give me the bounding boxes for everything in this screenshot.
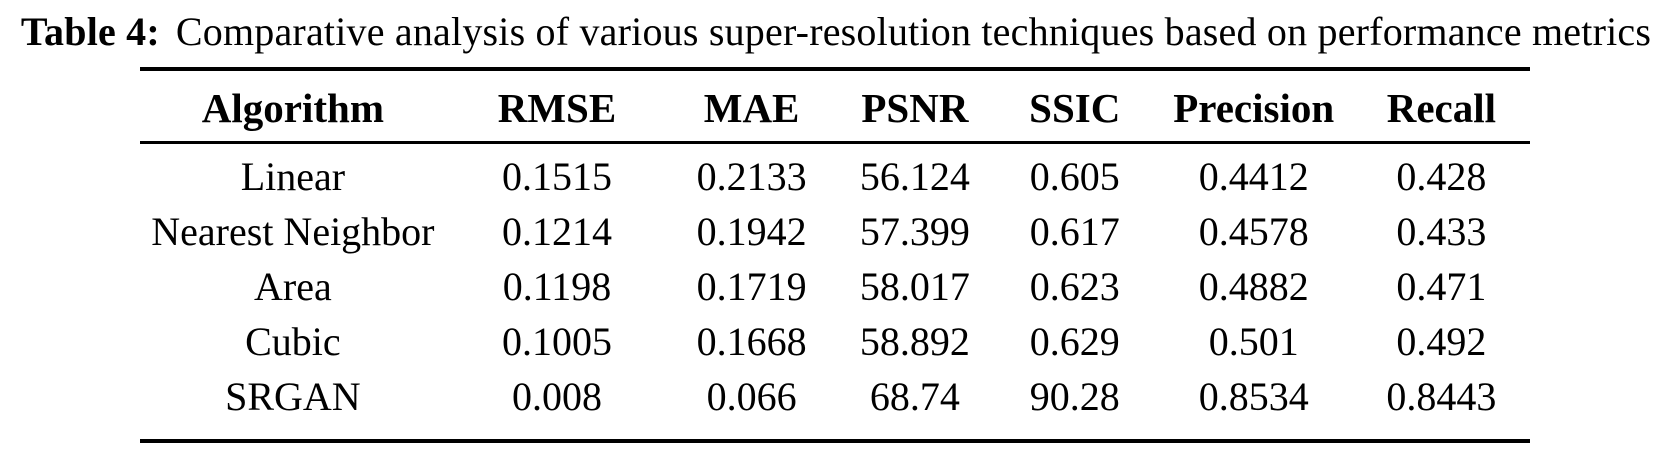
- cell-recall: 0.471: [1396, 264, 1487, 309]
- table-row-area: Area 0.1198 0.1719 58.017 0.623 0.4882 0…: [140, 259, 1530, 314]
- cell-ssic: 0.623: [1029, 264, 1120, 309]
- cell-mae: 0.1668: [696, 319, 807, 364]
- table-row-cubic: Cubic 0.1005 0.1668 58.892 0.629 0.501 0…: [140, 314, 1530, 369]
- column-header-rmse: RMSE: [445, 69, 669, 144]
- cell-mae: 0.1942: [696, 209, 807, 254]
- cell-algorithm: Area: [254, 264, 332, 309]
- table-row-srgan: SRGAN 0.008 0.066 68.74 90.28 0.8534 0.8…: [140, 369, 1530, 441]
- cell-rmse: 0.008: [511, 374, 602, 419]
- cell-recall: 0.8443: [1386, 374, 1497, 419]
- cell-psnr: 56.124: [859, 154, 970, 199]
- cell-recall: 0.428: [1396, 154, 1487, 199]
- cell-mae: 0.2133: [696, 154, 807, 199]
- cell-psnr: 68.74: [869, 374, 960, 419]
- column-header-mae: MAE: [668, 69, 835, 144]
- cell-algorithm: Linear: [240, 154, 346, 199]
- table-header-row: Algorithm RMSE MAE PSNR SSIC Precision R…: [140, 69, 1530, 144]
- cell-psnr: 58.892: [859, 319, 970, 364]
- column-header-ssic: SSIC: [994, 69, 1155, 144]
- cell-precision: 0.4412: [1198, 154, 1309, 199]
- cell-ssic: 0.605: [1029, 154, 1120, 199]
- cell-precision: 0.4882: [1198, 264, 1309, 309]
- cell-precision: 0.4578: [1198, 209, 1309, 254]
- table-row-linear: Linear 0.1515 0.2133 56.124 0.605 0.4412…: [140, 143, 1530, 205]
- cell-precision: 0.501: [1208, 319, 1299, 364]
- cell-mae: 0.1719: [696, 264, 807, 309]
- cell-psnr: 58.017: [859, 264, 970, 309]
- column-header-psnr: PSNR: [834, 69, 995, 144]
- cell-psnr: 57.399: [859, 209, 970, 254]
- column-header-precision: Precision: [1154, 69, 1353, 144]
- cell-recall: 0.492: [1396, 319, 1487, 364]
- cell-algorithm: Nearest Neighbor: [151, 209, 435, 254]
- cell-ssic: 90.28: [1029, 374, 1120, 419]
- cell-algorithm: Cubic: [245, 319, 341, 364]
- cell-rmse: 0.1214: [501, 209, 612, 254]
- table-caption-text: Comparative analysis of various super-re…: [175, 9, 1652, 54]
- column-header-algorithm: Algorithm: [140, 69, 446, 144]
- cell-recall: 0.433: [1396, 209, 1487, 254]
- table-caption-label: Table 4:: [20, 9, 160, 54]
- cell-mae: 0.066: [706, 374, 797, 419]
- results-table: Algorithm RMSE MAE PSNR SSIC Precision R…: [140, 67, 1530, 443]
- cell-ssic: 0.629: [1029, 319, 1120, 364]
- cell-rmse: 0.1515: [501, 154, 612, 199]
- table-row-nearest-neighbor: Nearest Neighbor 0.1214 0.1942 57.399 0.…: [140, 204, 1530, 259]
- cell-rmse: 0.1005: [501, 319, 612, 364]
- cell-rmse: 0.1198: [502, 264, 612, 309]
- cell-ssic: 0.617: [1029, 209, 1120, 254]
- cell-precision: 0.8534: [1198, 374, 1309, 419]
- cell-algorithm: SRGAN: [225, 374, 361, 419]
- table-caption: Table 4: Comparative analysis of various …: [0, 0, 1672, 55]
- column-header-recall: Recall: [1352, 69, 1530, 144]
